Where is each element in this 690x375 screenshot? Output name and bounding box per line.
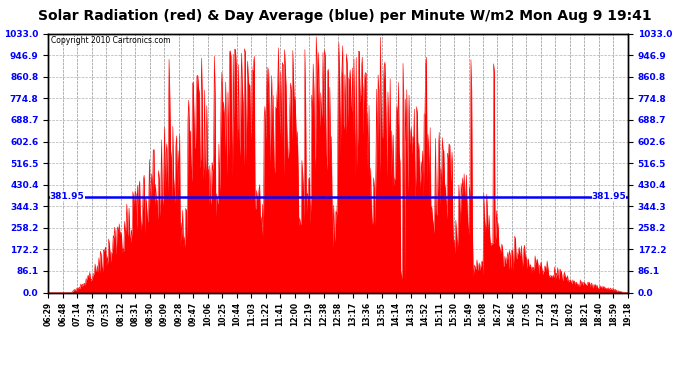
Text: Solar Radiation (red) & Day Average (blue) per Minute W/m2 Mon Aug 9 19:41: Solar Radiation (red) & Day Average (blu… <box>38 9 652 23</box>
Text: 381.95: 381.95 <box>591 192 627 201</box>
Text: Copyright 2010 Cartronics.com: Copyright 2010 Cartronics.com <box>51 36 170 45</box>
Text: 381.95: 381.95 <box>50 192 85 201</box>
